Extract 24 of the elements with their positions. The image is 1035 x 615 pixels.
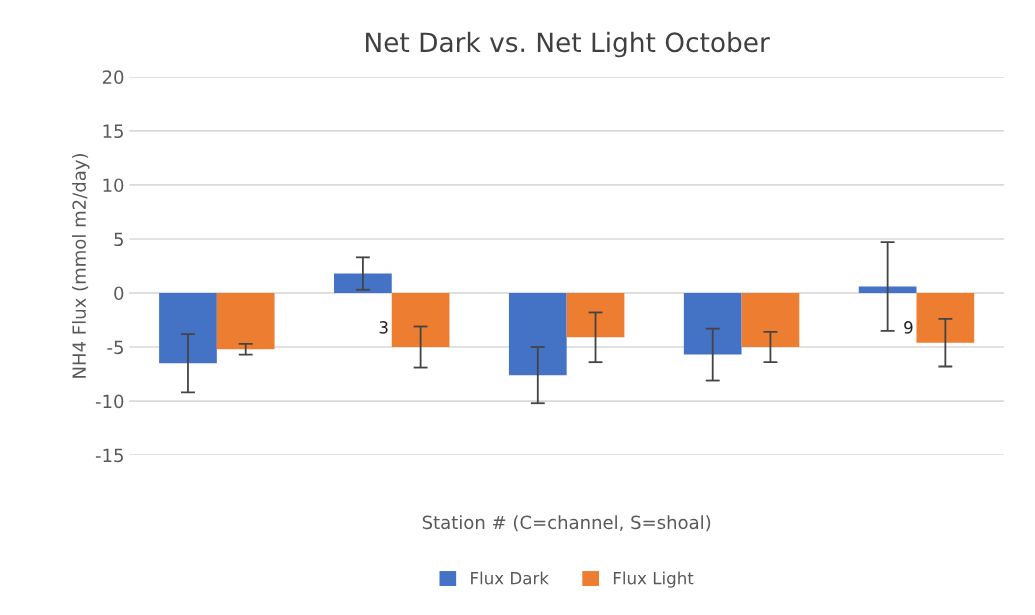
bar [391,293,450,348]
chart-title: Net Dark vs. Net Light October [366,31,770,58]
x-axis-title: Station # (C=channel, S=shoal) [422,515,711,532]
y-axis-title: NH4 Flux (mmol m2/day) [71,154,90,378]
bar [159,293,217,364]
bar [916,293,975,343]
legend-label: Flux Dark [471,571,549,585]
bar [334,273,392,293]
y-tick-label: 0 [114,286,124,301]
y-tick-label: 15 [103,124,123,139]
y-tick-label: -5 [107,340,123,355]
legend-label: Flux Light [613,571,694,588]
bar [566,293,625,338]
y-tick-label: 20 [102,70,124,84]
bar [216,293,275,350]
y-tick-label: -10 [95,394,124,409]
bar [683,293,742,355]
y-tick-label: 5 [114,232,123,247]
bar [508,293,567,376]
x-tick-label: 9 [904,321,913,334]
bar [741,293,800,348]
x-tick-label: 3 [379,321,388,334]
y-tick-label: 10 [103,178,124,193]
y-tick-label: -15 [95,448,123,463]
